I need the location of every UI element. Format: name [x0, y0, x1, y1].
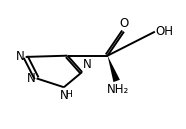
- Polygon shape: [108, 56, 120, 82]
- Text: O: O: [119, 17, 129, 30]
- Text: OH: OH: [156, 25, 174, 38]
- Text: N: N: [27, 72, 36, 85]
- Text: NH₂: NH₂: [107, 83, 129, 96]
- Text: H: H: [65, 90, 72, 99]
- Text: N: N: [60, 89, 68, 102]
- Text: N: N: [83, 58, 92, 71]
- Text: N: N: [16, 50, 25, 63]
